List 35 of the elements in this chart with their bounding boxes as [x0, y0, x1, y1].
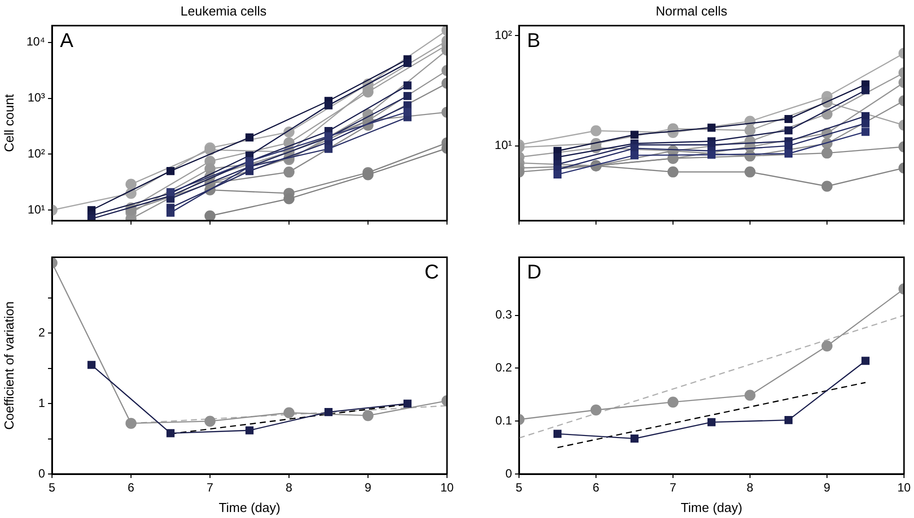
x-tick-label: 7	[206, 480, 214, 495]
x-tick-label: 7	[670, 480, 677, 495]
x-tick-label: 6	[128, 480, 135, 495]
x-tick-label: 9	[824, 480, 831, 495]
chart-title: Normal cells	[656, 3, 728, 18]
annotation: D	[527, 262, 542, 284]
x-tick-label: 9	[364, 480, 372, 495]
x-tick-label: 10	[897, 480, 911, 495]
y-tick-label: 10¹	[28, 202, 46, 216]
y-axis-title: Coefficient of variation	[1, 301, 16, 430]
x-tick-label: 5	[48, 480, 56, 495]
y-tick-label: 10¹	[494, 138, 512, 152]
y-tick-label: 0	[38, 466, 46, 480]
x-axis-title: Time (day)	[680, 500, 742, 515]
annotation: A	[60, 30, 74, 52]
annotation: B	[527, 30, 540, 52]
y-tick-label: 10²	[28, 146, 46, 161]
y-tick-label: 10²	[494, 28, 512, 42]
x-tick-label: 5	[516, 480, 523, 495]
x-axis-title: Time (day)	[218, 500, 280, 515]
y-tick-label: 0.3	[495, 308, 512, 322]
y-tick-label: 2	[38, 326, 46, 340]
x-tick-label: 10	[440, 480, 454, 495]
x-tick-label: 6	[592, 480, 600, 495]
y-tick-label: 1	[38, 396, 46, 410]
y-tick-label: 0.2	[495, 360, 512, 375]
chart-title: Leukemia cells	[180, 3, 267, 18]
annotation: C	[424, 262, 439, 284]
y-tick-label: 0	[505, 466, 512, 480]
x-tick-label: 8	[286, 480, 293, 495]
x-tick-label: 8	[746, 480, 754, 495]
y-tick-label: 0.1	[495, 413, 512, 428]
y-tick-label: 10³	[28, 90, 46, 105]
y-axis-title: Cell count	[1, 94, 16, 152]
y-tick-label: 10⁴	[26, 34, 45, 49]
